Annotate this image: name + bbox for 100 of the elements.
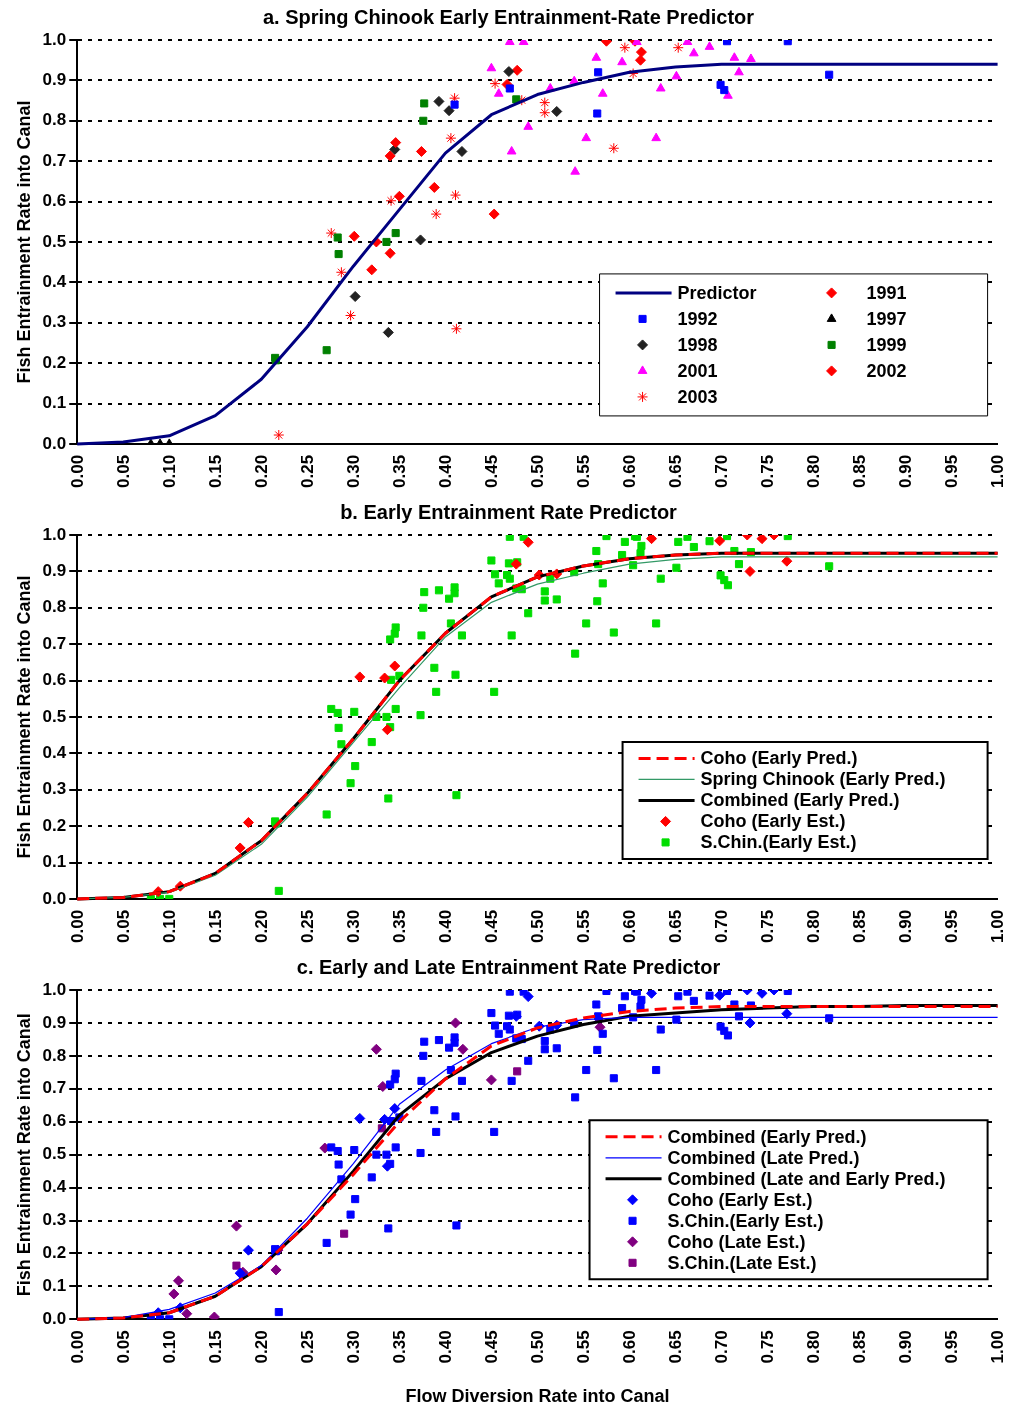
legend-label: Coho (Early Pred.) bbox=[700, 748, 858, 769]
x-tick-label: 0.80 bbox=[804, 909, 824, 944]
x-tick-label: 0.60 bbox=[620, 1330, 640, 1364]
x-tick-label: 0.05 bbox=[113, 909, 133, 944]
y-tick-label: 0.4 bbox=[42, 743, 67, 763]
y-axis-title: Fish Entrainment Rate into Canal bbox=[13, 1013, 34, 1297]
y-tick-label: 0.9 bbox=[42, 1012, 67, 1032]
x-tick-label: 0.95 bbox=[942, 454, 962, 489]
y-tick-label: 0.8 bbox=[42, 1045, 67, 1065]
y-tick-label: 0.7 bbox=[42, 633, 67, 653]
y-tick-label: 0.5 bbox=[42, 1144, 67, 1164]
legend-label: S.Chin.(Late Est.) bbox=[667, 1252, 817, 1273]
y-tick-label: 0.9 bbox=[42, 561, 67, 581]
x-tick-label: 0.10 bbox=[159, 1330, 179, 1364]
x-tick-label: 0.45 bbox=[482, 1330, 502, 1364]
x-tick-label: 0.55 bbox=[574, 1330, 594, 1364]
x-tick-label: 0.75 bbox=[758, 454, 778, 489]
x-tick-label: 0.70 bbox=[712, 1330, 732, 1364]
x-tick-label: 0.40 bbox=[436, 454, 456, 489]
legend-label: 1999 bbox=[866, 334, 907, 355]
x-tick-label: 0.50 bbox=[528, 909, 548, 944]
x-tick-label: 0.95 bbox=[942, 909, 962, 944]
y-tick-label: 0.2 bbox=[42, 352, 67, 372]
y-tick-label: 0.0 bbox=[42, 433, 67, 453]
y-tick-label: 0.4 bbox=[42, 1177, 67, 1197]
x-tick-label: 0.15 bbox=[205, 454, 225, 489]
x-tick-label: 0.85 bbox=[850, 909, 870, 944]
y-tick-label: 0.3 bbox=[42, 779, 67, 799]
y-tick-label: 0.1 bbox=[42, 393, 67, 413]
x-tick-label: 0.40 bbox=[436, 1330, 456, 1364]
x-tick-label: 0.50 bbox=[528, 454, 548, 489]
x-tick-label: 0.70 bbox=[712, 454, 732, 489]
legend-label: Predictor bbox=[677, 282, 757, 303]
y-axis-title: Fish Entrainment Rate into Canal bbox=[13, 100, 34, 384]
legend-label: Coho (Early Est.) bbox=[700, 811, 846, 832]
x-tick-label: 0.00 bbox=[67, 1330, 87, 1364]
legend-label: S.Chin.(Early Est.) bbox=[667, 1210, 824, 1231]
x-tick-label: 0.75 bbox=[758, 909, 778, 944]
y-tick-label: 0.5 bbox=[42, 231, 67, 251]
x-tick-label: 1.00 bbox=[988, 454, 1008, 489]
y-tick-label: 0.1 bbox=[42, 852, 67, 872]
x-tick-label: 0.80 bbox=[804, 1330, 824, 1364]
legend-label: 1997 bbox=[866, 308, 907, 329]
x-tick-label: 0.10 bbox=[159, 454, 179, 489]
legend-label: 2002 bbox=[866, 360, 907, 381]
x-tick-label: 0.20 bbox=[251, 454, 271, 489]
x-tick-label: 0.60 bbox=[620, 454, 640, 489]
y-tick-label: 0.0 bbox=[42, 888, 67, 908]
x-tick-label: 0.40 bbox=[436, 909, 456, 944]
legend-label: Coho (Early Est.) bbox=[667, 1189, 813, 1210]
legend-label: Combined (Early Pred.) bbox=[667, 1126, 867, 1147]
x-tick-label: 0.70 bbox=[712, 909, 732, 944]
x-tick-label: 0.15 bbox=[205, 909, 225, 944]
y-tick-label: 0.8 bbox=[42, 597, 67, 617]
x-tick-label: 0.55 bbox=[574, 909, 594, 944]
y-tick-label: 1.0 bbox=[42, 29, 67, 49]
y-tick-label: 0.8 bbox=[42, 110, 67, 130]
x-tick-label: 0.60 bbox=[620, 909, 640, 944]
y-tick-label: 0.2 bbox=[42, 815, 67, 835]
x-tick-label: 0.85 bbox=[850, 454, 870, 489]
x-tick-label: 0.90 bbox=[896, 909, 916, 944]
chart-title: b. Early Entrainment Rate Predictor bbox=[340, 500, 678, 523]
legend-label: 1992 bbox=[677, 308, 718, 329]
y-tick-label: 1.0 bbox=[42, 524, 67, 544]
x-tick-label: 0.25 bbox=[298, 454, 318, 489]
legend-label: S.Chin.(Early Est.) bbox=[700, 832, 857, 853]
y-tick-label: 0.5 bbox=[42, 706, 67, 726]
chart-title: c. Early and Late Entrainment Rate Predictor bbox=[296, 955, 721, 978]
y-tick-label: 0.3 bbox=[42, 312, 67, 332]
x-tick-label: 0.65 bbox=[666, 909, 686, 944]
y-tick-label: 0.9 bbox=[42, 70, 67, 90]
y-tick-label: 0.6 bbox=[42, 191, 67, 211]
legend-label: Combined (Early Pred.) bbox=[700, 790, 900, 811]
x-tick-label: 0.20 bbox=[251, 909, 271, 944]
legend-label: 1991 bbox=[866, 282, 907, 303]
x-tick-label: 0.05 bbox=[113, 454, 133, 489]
x-tick-label: 0.15 bbox=[205, 1330, 225, 1364]
y-tick-label: 0.0 bbox=[42, 1309, 67, 1328]
x-axis-title: Flow Diversion Rate into Canal bbox=[405, 1386, 670, 1407]
y-tick-label: 1.0 bbox=[42, 979, 67, 999]
legend-label: 2001 bbox=[677, 360, 718, 381]
x-tick-label: 0.10 bbox=[159, 909, 179, 944]
x-tick-label: 0.45 bbox=[482, 909, 502, 944]
x-tick-label: 1.00 bbox=[988, 909, 1008, 944]
y-tick-label: 0.3 bbox=[42, 1210, 67, 1230]
x-tick-label: 0.95 bbox=[942, 1330, 962, 1364]
x-tick-label: 0.30 bbox=[344, 454, 364, 489]
y-tick-label: 0.7 bbox=[42, 1078, 67, 1098]
x-tick-label: 0.90 bbox=[896, 1330, 916, 1364]
x-tick-label: 0.45 bbox=[482, 454, 502, 489]
x-tick-label: 1.00 bbox=[988, 1330, 1008, 1364]
x-tick-label: 0.50 bbox=[528, 1330, 548, 1364]
legend-label: Coho (Late Est.) bbox=[667, 1231, 806, 1252]
legend-label: Combined (Late Pred.) bbox=[667, 1147, 860, 1168]
x-tick-label: 0.55 bbox=[574, 454, 594, 489]
x-tick-label: 0.25 bbox=[298, 1330, 318, 1364]
legend-label: 1998 bbox=[677, 334, 718, 355]
x-tick-label: 0.35 bbox=[390, 454, 410, 489]
y-axis-title: Fish Entrainment Rate into Canal bbox=[13, 575, 34, 859]
x-tick-label: 0.00 bbox=[67, 909, 87, 944]
